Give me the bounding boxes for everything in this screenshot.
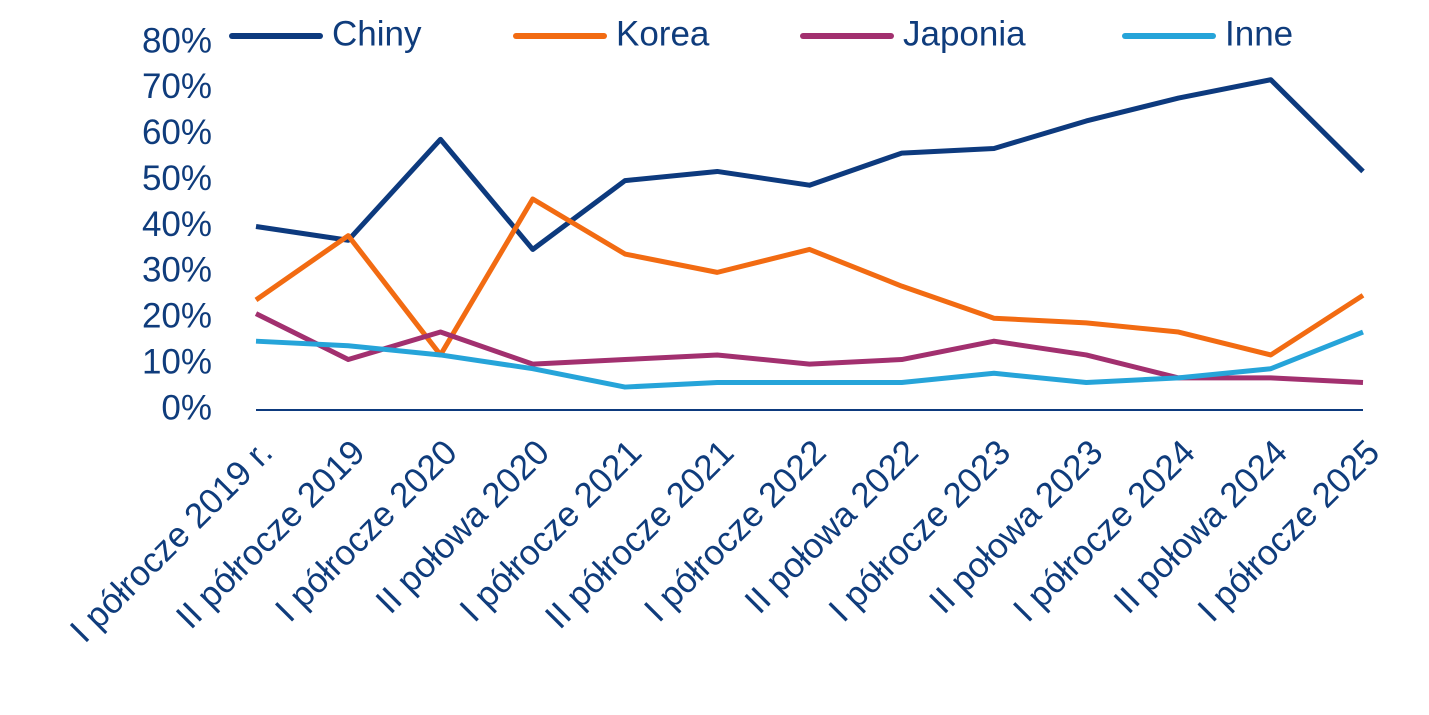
y-tick-label: 60% xyxy=(142,113,212,152)
y-tick-label: 40% xyxy=(142,205,212,244)
series-line xyxy=(254,311,1364,385)
series-line xyxy=(254,196,1365,358)
series-line xyxy=(255,329,1364,390)
legend-label: Korea xyxy=(616,14,710,53)
series-line xyxy=(255,77,1365,252)
legend-label: Inne xyxy=(1225,14,1293,53)
y-tick-label: 70% xyxy=(142,67,212,106)
y-tick-label: 30% xyxy=(142,251,212,290)
y-tick-label: 80% xyxy=(142,21,212,60)
y-tick-label: 50% xyxy=(142,159,212,198)
legend-label: Japonia xyxy=(903,14,1026,53)
y-tick-label: 20% xyxy=(142,297,212,336)
legend-label: Chiny xyxy=(332,14,422,53)
y-tick-label: 0% xyxy=(161,388,212,427)
y-tick-label: 10% xyxy=(142,342,212,381)
